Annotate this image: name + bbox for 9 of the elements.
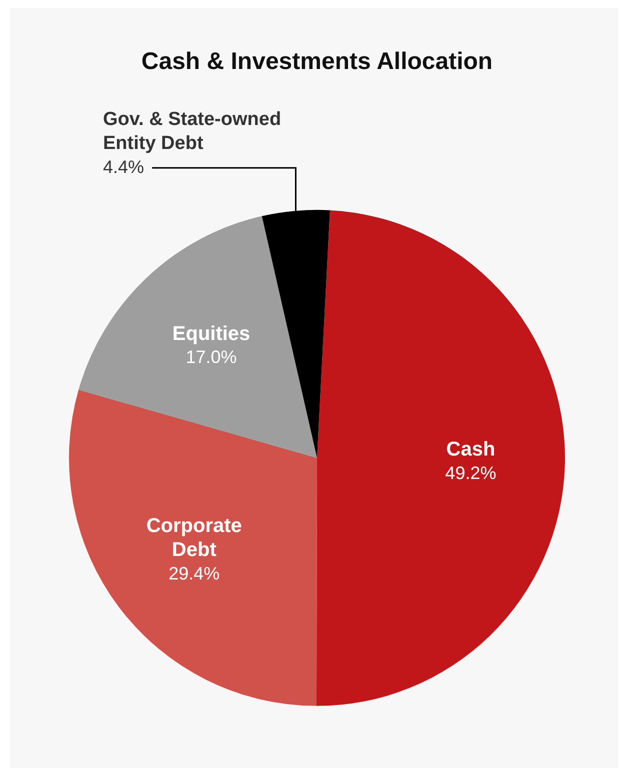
slice-label: Cash: [446, 438, 496, 461]
data-label: 49.2%: [445, 463, 496, 484]
data-label: 4.4%: [103, 156, 144, 177]
slice-label: Equities: [172, 322, 250, 345]
data-label: 17.0%: [186, 347, 237, 368]
slice-label: Gov. & State-owned Entity Debt: [103, 109, 282, 154]
data-label: 29.4%: [168, 563, 220, 584]
chart-title: Cash & Investments Allocation: [141, 48, 493, 76]
slice-label: Corporate Debt: [146, 514, 242, 561]
